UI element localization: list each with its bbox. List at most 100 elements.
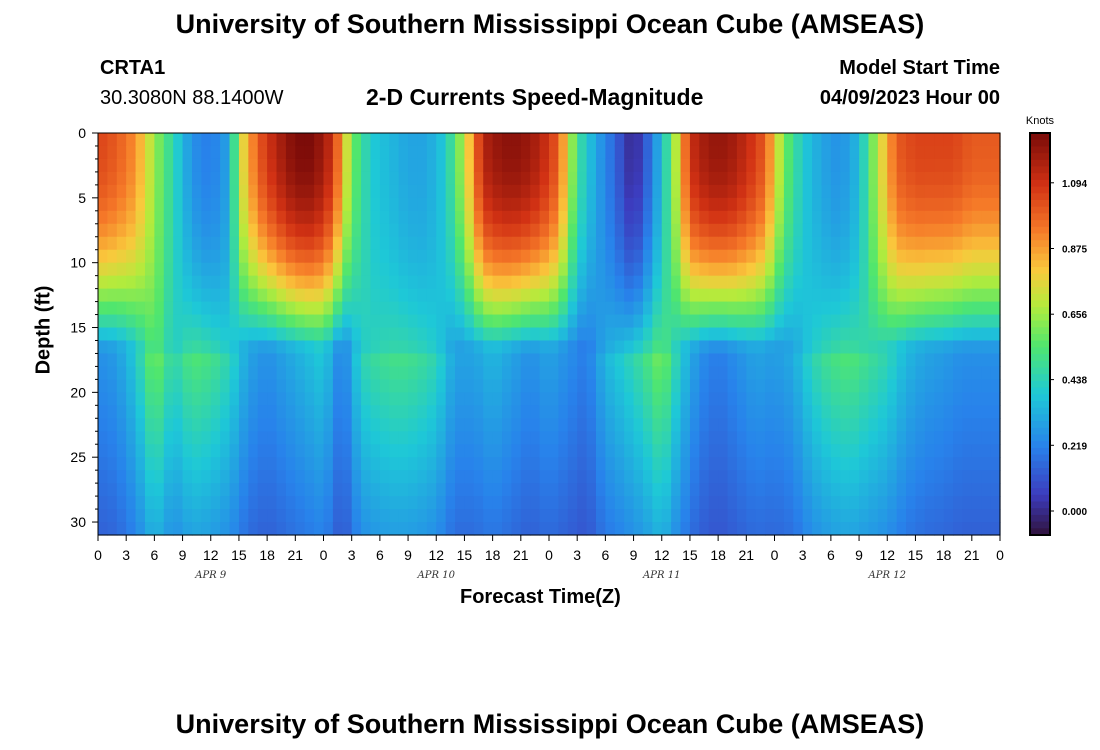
heatmap-cell bbox=[445, 249, 456, 264]
heatmap-cell bbox=[924, 353, 935, 368]
heatmap-cell bbox=[614, 340, 625, 355]
heatmap-cell bbox=[614, 392, 625, 406]
heatmap-cell bbox=[445, 496, 456, 510]
heatmap-cell bbox=[126, 171, 137, 186]
heatmap-cell bbox=[154, 392, 165, 406]
heatmap-cell bbox=[840, 145, 851, 160]
heatmap-cell bbox=[699, 184, 710, 199]
heatmap-cell bbox=[812, 340, 823, 355]
heatmap-cell bbox=[755, 353, 766, 368]
heatmap-cell bbox=[116, 223, 127, 238]
heatmap-cell bbox=[746, 223, 757, 238]
heatmap-cell bbox=[173, 327, 184, 342]
heatmap-cell bbox=[116, 366, 127, 380]
heatmap-cell bbox=[821, 145, 832, 160]
heatmap-cell bbox=[191, 340, 202, 355]
colorbar-segment bbox=[1030, 374, 1050, 382]
heatmap-cell bbox=[971, 418, 982, 432]
heatmap-cell bbox=[718, 509, 729, 523]
heatmap-cell bbox=[116, 288, 127, 303]
heatmap-cell bbox=[220, 236, 231, 251]
heatmap-cell bbox=[549, 184, 559, 199]
heatmap-cell bbox=[530, 431, 541, 445]
heatmap-cell bbox=[595, 522, 606, 536]
heatmap-cell bbox=[98, 457, 108, 471]
heatmap-cell bbox=[511, 405, 522, 419]
heatmap-cell bbox=[126, 392, 137, 406]
heatmap-cell bbox=[107, 171, 118, 186]
heatmap-cell bbox=[812, 236, 823, 251]
heatmap-cell bbox=[238, 249, 249, 264]
heatmap-cell bbox=[708, 314, 719, 329]
heatmap-cell bbox=[990, 418, 1001, 432]
heatmap-cell bbox=[793, 262, 804, 277]
heatmap-cell bbox=[267, 418, 278, 432]
heatmap-cell bbox=[586, 405, 597, 419]
heatmap-cell bbox=[661, 483, 672, 497]
heatmap-cell bbox=[595, 405, 606, 419]
heatmap-cell bbox=[314, 457, 325, 471]
heatmap-cell bbox=[971, 133, 982, 147]
heatmap-cell bbox=[370, 496, 381, 510]
heatmap-cell bbox=[257, 288, 268, 303]
heatmap-cell bbox=[981, 522, 992, 536]
heatmap-cell bbox=[370, 444, 381, 458]
heatmap-cell bbox=[755, 340, 766, 355]
heatmap-cell bbox=[671, 236, 682, 251]
heatmap-cell bbox=[238, 275, 249, 290]
heatmap-cell bbox=[116, 210, 127, 225]
heatmap-cell bbox=[567, 340, 578, 355]
heatmap-cell bbox=[455, 431, 466, 445]
heatmap-cell bbox=[934, 236, 945, 251]
heatmap-cell bbox=[144, 470, 155, 484]
heatmap-cell bbox=[379, 418, 390, 432]
heatmap-cell bbox=[220, 431, 231, 445]
heatmap-cell bbox=[567, 236, 578, 251]
heatmap-cell bbox=[755, 223, 766, 238]
heatmap-cell bbox=[981, 314, 992, 329]
heatmap-cell bbox=[783, 353, 794, 368]
heatmap-cell bbox=[154, 509, 165, 523]
heatmap-cell bbox=[210, 314, 221, 329]
heatmap-cell bbox=[342, 418, 353, 432]
heatmap-cell bbox=[793, 522, 804, 536]
heatmap-cell bbox=[191, 522, 202, 536]
heatmap-cell bbox=[887, 223, 898, 238]
colorbar-segment bbox=[1030, 206, 1050, 214]
heatmap-cell bbox=[445, 288, 456, 303]
heatmap-cell bbox=[389, 431, 400, 445]
colorbar-segment bbox=[1030, 307, 1050, 315]
heatmap-cell bbox=[163, 223, 174, 238]
heatmap-cell bbox=[408, 210, 419, 225]
heatmap-cell bbox=[98, 301, 108, 316]
heatmap-cell bbox=[953, 392, 964, 406]
heatmap-cell bbox=[906, 158, 917, 173]
heatmap-cell bbox=[295, 249, 306, 264]
heatmap-cell bbox=[736, 392, 747, 406]
heatmap-cell bbox=[323, 496, 334, 510]
heatmap-cell bbox=[417, 483, 428, 497]
heatmap-cell bbox=[539, 262, 550, 277]
heatmap-cell bbox=[426, 470, 437, 484]
heatmap-cell bbox=[661, 431, 672, 445]
heatmap-cell bbox=[633, 392, 644, 406]
heatmap-cell bbox=[605, 405, 616, 419]
heatmap-cell bbox=[248, 444, 259, 458]
heatmap-cell bbox=[671, 327, 682, 342]
heatmap-cell bbox=[736, 145, 747, 160]
heatmap-cell bbox=[812, 184, 823, 199]
heatmap-cell bbox=[962, 457, 973, 471]
heatmap-cell bbox=[408, 444, 419, 458]
heatmap-cell bbox=[953, 483, 964, 497]
heatmap-cell bbox=[154, 457, 165, 471]
heatmap-cell bbox=[783, 327, 794, 342]
heatmap-cell bbox=[483, 327, 494, 342]
heatmap-cell bbox=[661, 522, 672, 536]
heatmap-cell bbox=[821, 431, 832, 445]
heatmap-cell bbox=[708, 158, 719, 173]
heatmap-cell bbox=[718, 210, 729, 225]
heatmap-cell bbox=[840, 496, 851, 510]
heatmap-cell bbox=[774, 262, 785, 277]
heatmap-cell bbox=[492, 262, 503, 277]
heatmap-cell bbox=[436, 327, 447, 342]
